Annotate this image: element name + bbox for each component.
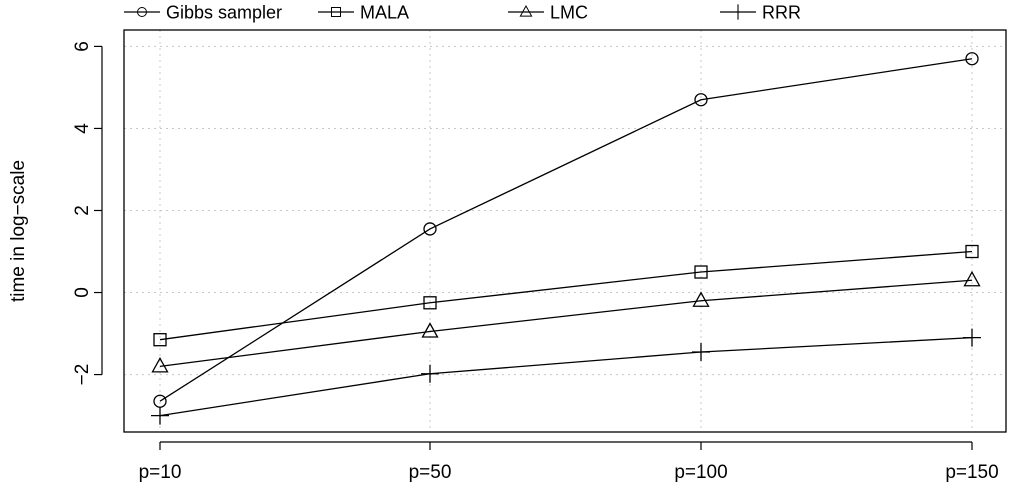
- series-line: [159, 337, 973, 417]
- x-tick-label: p=150: [945, 462, 998, 483]
- data-point-plus: [421, 364, 439, 383]
- legend-label: MALA: [360, 3, 409, 23]
- legend: Gibbs sampler MALA LMC RRR: [124, 3, 801, 23]
- legend-marker-triangle: [519, 4, 533, 17]
- data-point-circle: [423, 222, 437, 236]
- grid: [124, 30, 1006, 432]
- y-tick-label: −2: [72, 364, 93, 386]
- series-lmc: [151, 270, 981, 373]
- series-line: [159, 250, 973, 341]
- data-point-triangle: [963, 270, 981, 287]
- y-axis-title: time in log−scale: [8, 160, 29, 302]
- data-point-triangle: [692, 291, 710, 307]
- y-tick-label: 0: [72, 287, 93, 298]
- data-point-circle: [694, 93, 708, 107]
- legend-item: RRR: [720, 3, 801, 23]
- data-point-square: [694, 265, 708, 279]
- data-point-square: [965, 244, 979, 259]
- plot-frame: [123, 29, 1007, 433]
- series-rrr: [151, 328, 981, 425]
- legend-marker-plus: [730, 4, 746, 20]
- data-point-square: [423, 296, 437, 310]
- series-gibbs-sampler: [153, 52, 979, 408]
- legend-marker-square: [331, 7, 341, 17]
- y-axis: −2 0 2 4 6: [72, 41, 103, 386]
- x-tick-label: p=10: [139, 462, 182, 483]
- y-tick-label: 6: [72, 41, 93, 52]
- data-point-square: [153, 333, 167, 347]
- legend-item: LMC: [508, 3, 588, 23]
- legend-marker-circle: [137, 7, 147, 17]
- x-tick-label: p=100: [674, 462, 727, 483]
- x-axis: p=10 p=50 p=100 p=150: [139, 441, 999, 483]
- data-point-plus: [963, 328, 981, 347]
- legend-label: RRR: [762, 3, 801, 23]
- x-tick-label: p=50: [409, 462, 452, 483]
- series-mala: [153, 244, 979, 347]
- legend-item: MALA: [318, 3, 409, 23]
- legend-item: Gibbs sampler: [124, 3, 282, 23]
- series-line: [159, 279, 973, 368]
- legend-label: LMC: [550, 3, 588, 23]
- data-point-plus: [692, 343, 710, 362]
- series-lines: [151, 52, 981, 425]
- data-point-circle: [965, 52, 979, 66]
- legend-label: Gibbs sampler: [166, 3, 282, 23]
- data-point-triangle: [421, 322, 439, 338]
- y-tick-label: 2: [72, 205, 93, 216]
- series-line: [159, 58, 973, 402]
- data-point-plus: [151, 406, 169, 425]
- data-point-triangle: [151, 357, 169, 373]
- y-tick-label: 4: [72, 123, 93, 134]
